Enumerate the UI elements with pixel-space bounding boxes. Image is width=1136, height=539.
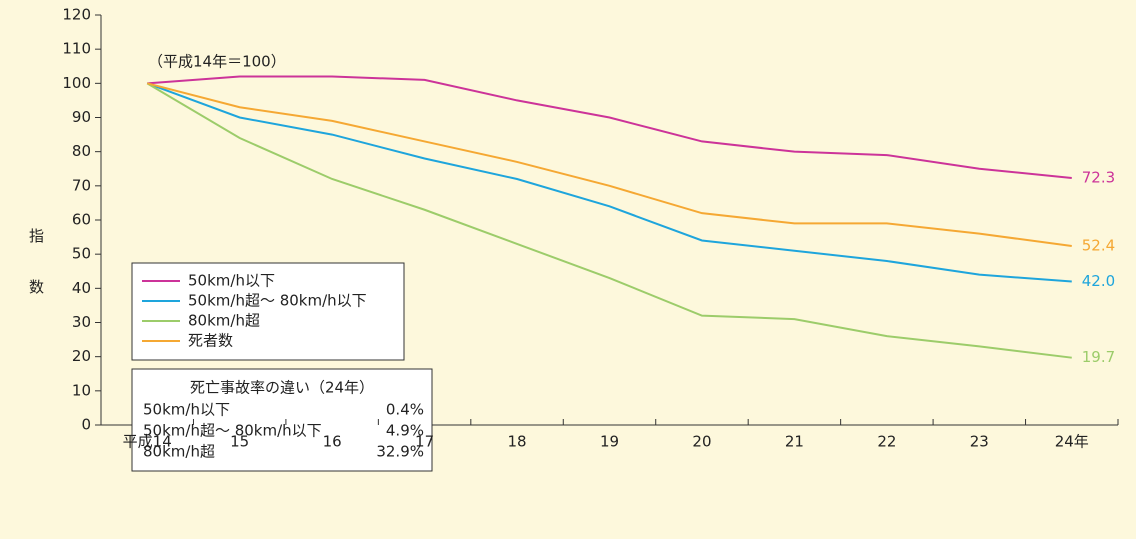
value-label: 42.0	[1082, 272, 1115, 290]
x-tick-label: 21	[785, 433, 804, 451]
rate-table	[131, 368, 433, 472]
y-tick-label: 80	[72, 142, 91, 160]
rate-label: 80km/h超	[143, 443, 215, 461]
rate-value: 32.9%	[376, 443, 424, 461]
x-tick-label: 16	[323, 433, 342, 451]
y-tick-label: 0	[81, 416, 91, 434]
x-tick-label: 23	[970, 433, 989, 451]
x-tick-label: 24年	[1055, 433, 1089, 451]
legend-label: 50km/h以下	[188, 272, 275, 290]
value-label: 19.7	[1082, 348, 1115, 366]
x-tick-label: 22	[877, 433, 896, 451]
y-tick-label: 40	[72, 279, 91, 297]
x-tick-label: 18	[507, 433, 526, 451]
x-tick-label: 19	[600, 433, 619, 451]
rate-value: 4.9%	[386, 422, 424, 440]
y-tick-label: 10	[72, 381, 91, 399]
y-tick-label: 20	[72, 347, 91, 365]
legend-label: 80km/h超	[188, 312, 260, 330]
legend-label: 50km/h超～ 80km/h以下	[188, 292, 367, 310]
series-line	[146, 82, 1072, 283]
rate-value: 0.4%	[386, 401, 424, 419]
value-label: 72.3	[1082, 168, 1115, 186]
y-tick-label: 70	[72, 176, 91, 194]
rate-label: 50km/h以下	[143, 401, 230, 419]
y-tick-label: 60	[72, 211, 91, 229]
legend-label: 死者数	[188, 332, 233, 350]
legend	[131, 262, 405, 361]
x-tick-label: 15	[230, 433, 249, 451]
series-line	[146, 82, 1072, 247]
x-tick-label: 20	[692, 433, 711, 451]
annotation: （平成14年＝100）	[148, 53, 286, 71]
y-axis-label: 指数	[27, 228, 45, 330]
y-tick-label: 100	[62, 74, 91, 92]
rate-label: 50km/h超～ 80km/h以下	[143, 422, 322, 440]
rate-table-title: 死亡事故率の違い（24年）	[190, 379, 374, 397]
y-tick-label: 90	[72, 108, 91, 126]
y-tick-label: 110	[62, 40, 91, 58]
x-tick-label: 17	[415, 433, 434, 451]
series-line	[147, 75, 1072, 179]
x-tick-label: 平成14	[123, 433, 172, 451]
y-tick-label: 120	[62, 6, 91, 24]
series-line	[146, 82, 1072, 359]
y-tick-label: 30	[72, 313, 91, 331]
value-label: 52.4	[1082, 236, 1115, 254]
y-tick-label: 50	[72, 245, 91, 263]
